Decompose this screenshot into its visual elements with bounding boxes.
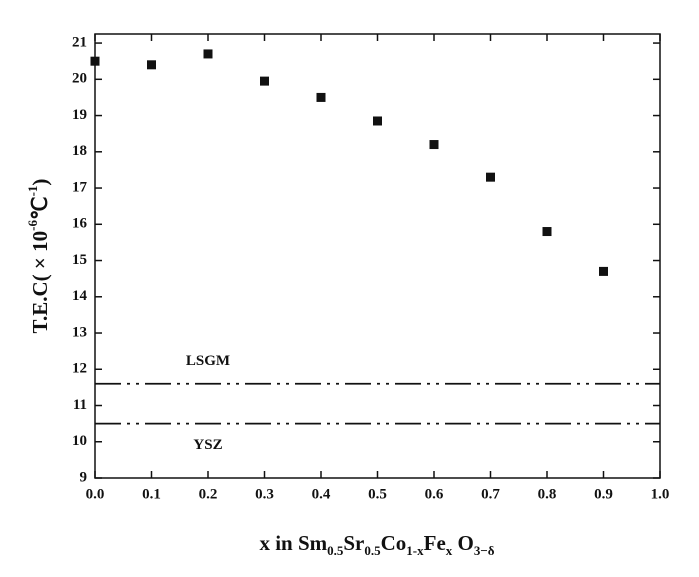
- axis-title-part: Co: [381, 531, 407, 555]
- axis-title-part: x in Sm: [259, 531, 327, 555]
- x-axis-title: x in Sm0.5Sr0.5Co1-xFex O3−δ: [259, 531, 494, 559]
- axis-title-part: O: [452, 531, 474, 555]
- data-point: [599, 266, 608, 276]
- y-tick-label: 16: [72, 216, 88, 232]
- y-tick-label: 17: [72, 179, 88, 195]
- data-point: [203, 49, 213, 59]
- x-tick-label: 0.9: [594, 486, 613, 502]
- axis-title-part: Fe: [424, 531, 446, 555]
- axis-title-part: -6: [25, 220, 40, 231]
- x-tick-label: 0.1: [142, 486, 161, 502]
- axis-title-part: ℃: [28, 196, 52, 220]
- x-tick-label: 0.4: [312, 486, 331, 502]
- axis-title-part: x: [446, 543, 453, 558]
- x-tick-label: 0.2: [199, 486, 218, 502]
- x-tick-label: 0.0: [86, 486, 105, 502]
- reference-label: YSZ: [193, 437, 222, 453]
- reference-label: LSGM: [186, 353, 230, 369]
- data-point: [429, 140, 439, 150]
- y-tick-label: 10: [72, 433, 87, 449]
- y-tick-label: 18: [72, 143, 87, 159]
- y-tick-label: 20: [72, 71, 87, 87]
- data-point: [373, 116, 382, 126]
- axis-title-part: 0.5: [327, 543, 344, 558]
- y-tick-label: 21: [72, 34, 87, 50]
- y-axis-title: T.E.C( × 10-6℃-1): [25, 179, 51, 334]
- axis-title-part: 3−δ: [474, 543, 495, 558]
- x-tick-label: 0.5: [368, 486, 387, 502]
- data-point: [90, 56, 100, 66]
- x-tick-label: 0.3: [255, 486, 274, 502]
- data-point: [260, 76, 269, 86]
- y-tick-label: 9: [80, 469, 88, 485]
- data-point: [316, 92, 326, 102]
- x-tick-label: 0.6: [425, 486, 444, 502]
- axis-title-part: T.E.C( × 10: [28, 231, 52, 334]
- axis-title-part: 0.5: [364, 543, 381, 558]
- data-point: [147, 60, 156, 70]
- axis-title-part: Sr: [343, 531, 364, 555]
- x-tick-label: 1.0: [651, 486, 670, 502]
- y-tick-label: 15: [72, 252, 87, 268]
- y-tick-label: 19: [72, 107, 87, 123]
- plot-frame: [94, 33, 661, 479]
- y-tick-label: 11: [73, 397, 87, 413]
- y-tick-label: 12: [72, 361, 87, 377]
- axis-title-part: 1-x: [406, 543, 424, 558]
- x-tick-label: 0.7: [481, 486, 500, 502]
- axis-title-part: -1: [25, 186, 40, 197]
- data-point: [486, 172, 495, 182]
- data-point: [542, 227, 552, 237]
- axis-title-part: ): [28, 179, 52, 186]
- y-tick-label: 13: [72, 324, 87, 340]
- y-tick-label: 14: [72, 288, 88, 304]
- x-tick-label: 0.8: [538, 486, 557, 502]
